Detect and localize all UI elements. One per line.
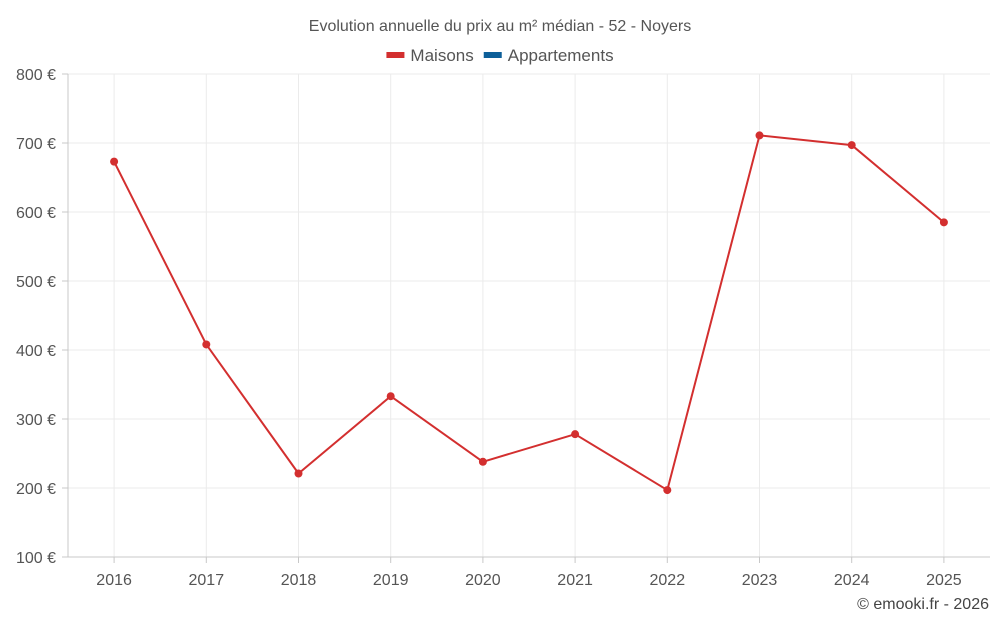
data-point[interactable]: [847, 141, 856, 150]
legend-label: Maisons: [410, 46, 473, 65]
legend-swatch: [483, 52, 502, 58]
y-tick-label: 800 €: [16, 67, 56, 84]
series-layer: [110, 131, 948, 495]
series-line-maisons: [113, 134, 945, 492]
x-tick-label: 2020: [465, 572, 501, 589]
data-point[interactable]: [202, 340, 211, 349]
y-tick-label: 200 €: [16, 481, 56, 498]
x-tick-label: 2017: [189, 572, 225, 589]
x-tick-label: 2021: [557, 572, 593, 589]
y-tick-label: 700 €: [16, 136, 56, 153]
legend-item-maisons[interactable]: Maisons: [386, 46, 474, 65]
y-tick-label: 600 €: [16, 205, 56, 222]
x-tick-label: 2023: [742, 572, 778, 589]
chart-title: Evolution annuelle du prix au m² médian …: [309, 18, 691, 35]
grid: [68, 73, 990, 557]
data-point[interactable]: [110, 157, 119, 166]
credit-text: © emooki.fr - 2026: [857, 596, 989, 613]
y-tick-label: 300 €: [16, 412, 56, 429]
x-tick-label: 2022: [650, 572, 686, 589]
axes: 100 € 200 € 300 € 400 € 500 € 600 € 700 € 800 €…: [16, 67, 990, 589]
x-tick-label: 2019: [373, 572, 409, 589]
y-tick-label: 400 €: [16, 343, 56, 360]
data-point[interactable]: [386, 392, 395, 401]
legend-label: Appartements: [508, 46, 614, 65]
data-point[interactable]: [663, 486, 672, 495]
data-point[interactable]: [939, 218, 948, 227]
y-tick-label: 500 €: [16, 274, 56, 291]
y-tick-label: 100 €: [16, 550, 56, 567]
legend-item-appartements[interactable]: Appartements: [483, 46, 614, 65]
x-tick-label: 2024: [834, 572, 870, 589]
x-tick-label: 2016: [96, 572, 132, 589]
data-point[interactable]: [294, 469, 303, 478]
data-point[interactable]: [478, 457, 487, 466]
x-tick-label: 2018: [281, 572, 317, 589]
legend-swatch: [386, 52, 405, 58]
x-tick-label: 2025: [926, 572, 962, 589]
data-point[interactable]: [571, 430, 580, 439]
data-point[interactable]: [755, 131, 764, 140]
legend[interactable]: Maisons Appartements: [386, 46, 614, 65]
